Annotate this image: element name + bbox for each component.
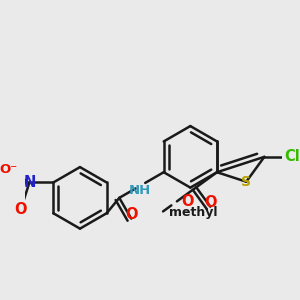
Text: methyl: methyl [169, 206, 217, 219]
Text: S: S [241, 175, 251, 189]
Text: N: N [23, 175, 36, 190]
Text: NH: NH [129, 184, 151, 197]
Text: O: O [125, 207, 137, 222]
Text: O: O [204, 195, 217, 210]
Text: Cl: Cl [285, 149, 300, 164]
Text: O⁻: O⁻ [0, 163, 17, 176]
Text: O: O [15, 202, 27, 217]
Text: O: O [181, 194, 194, 209]
